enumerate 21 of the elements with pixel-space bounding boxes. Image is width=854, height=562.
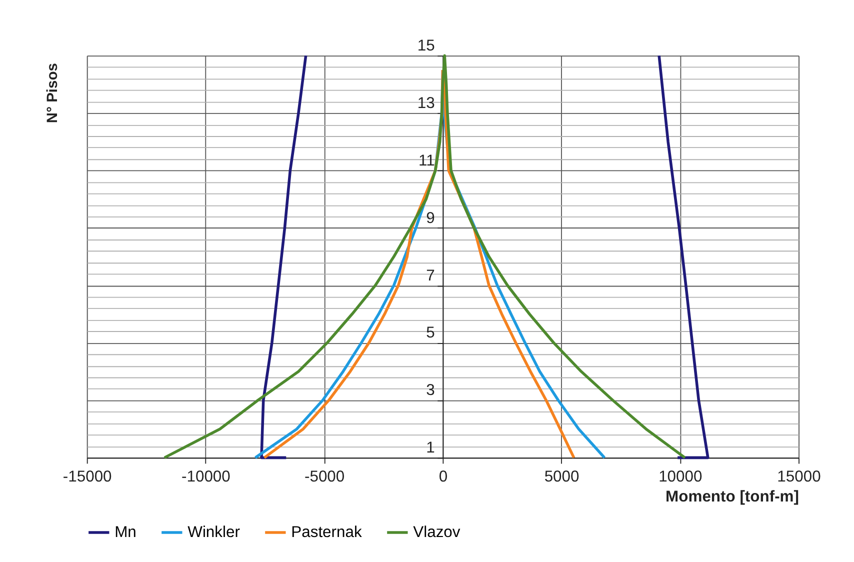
y-tick-label: 7 [426,267,435,284]
y-tick-label: 5 [426,324,436,342]
legend-label: Winkler [188,524,240,542]
x-tick-label: 15000 [777,468,822,486]
x-tick-label: -15000 [62,468,112,486]
legend-label: Vlazov [413,524,460,542]
x-tick-label: -10000 [182,468,231,486]
y-tick-label: 1 [426,440,435,457]
y-tick-label: 13 [417,94,436,112]
legend-label: Mn [114,524,136,542]
x-tick-label: 0 [438,468,448,486]
y-tick-label: 9 [426,210,435,227]
y-tick-label: 15 [417,38,436,55]
y-axis-title: N° Pisos [44,63,61,124]
x-axis-title: Momento [tonf-m] [666,488,800,506]
y-tick-label: 11 [418,152,435,170]
x-tick-label: 5000 [544,468,580,486]
x-tick-label: -5000 [304,468,345,486]
x-tick-label: 10000 [658,468,702,486]
y-tick-label: 3 [426,382,436,400]
legend-label: Pasternak [291,524,362,542]
